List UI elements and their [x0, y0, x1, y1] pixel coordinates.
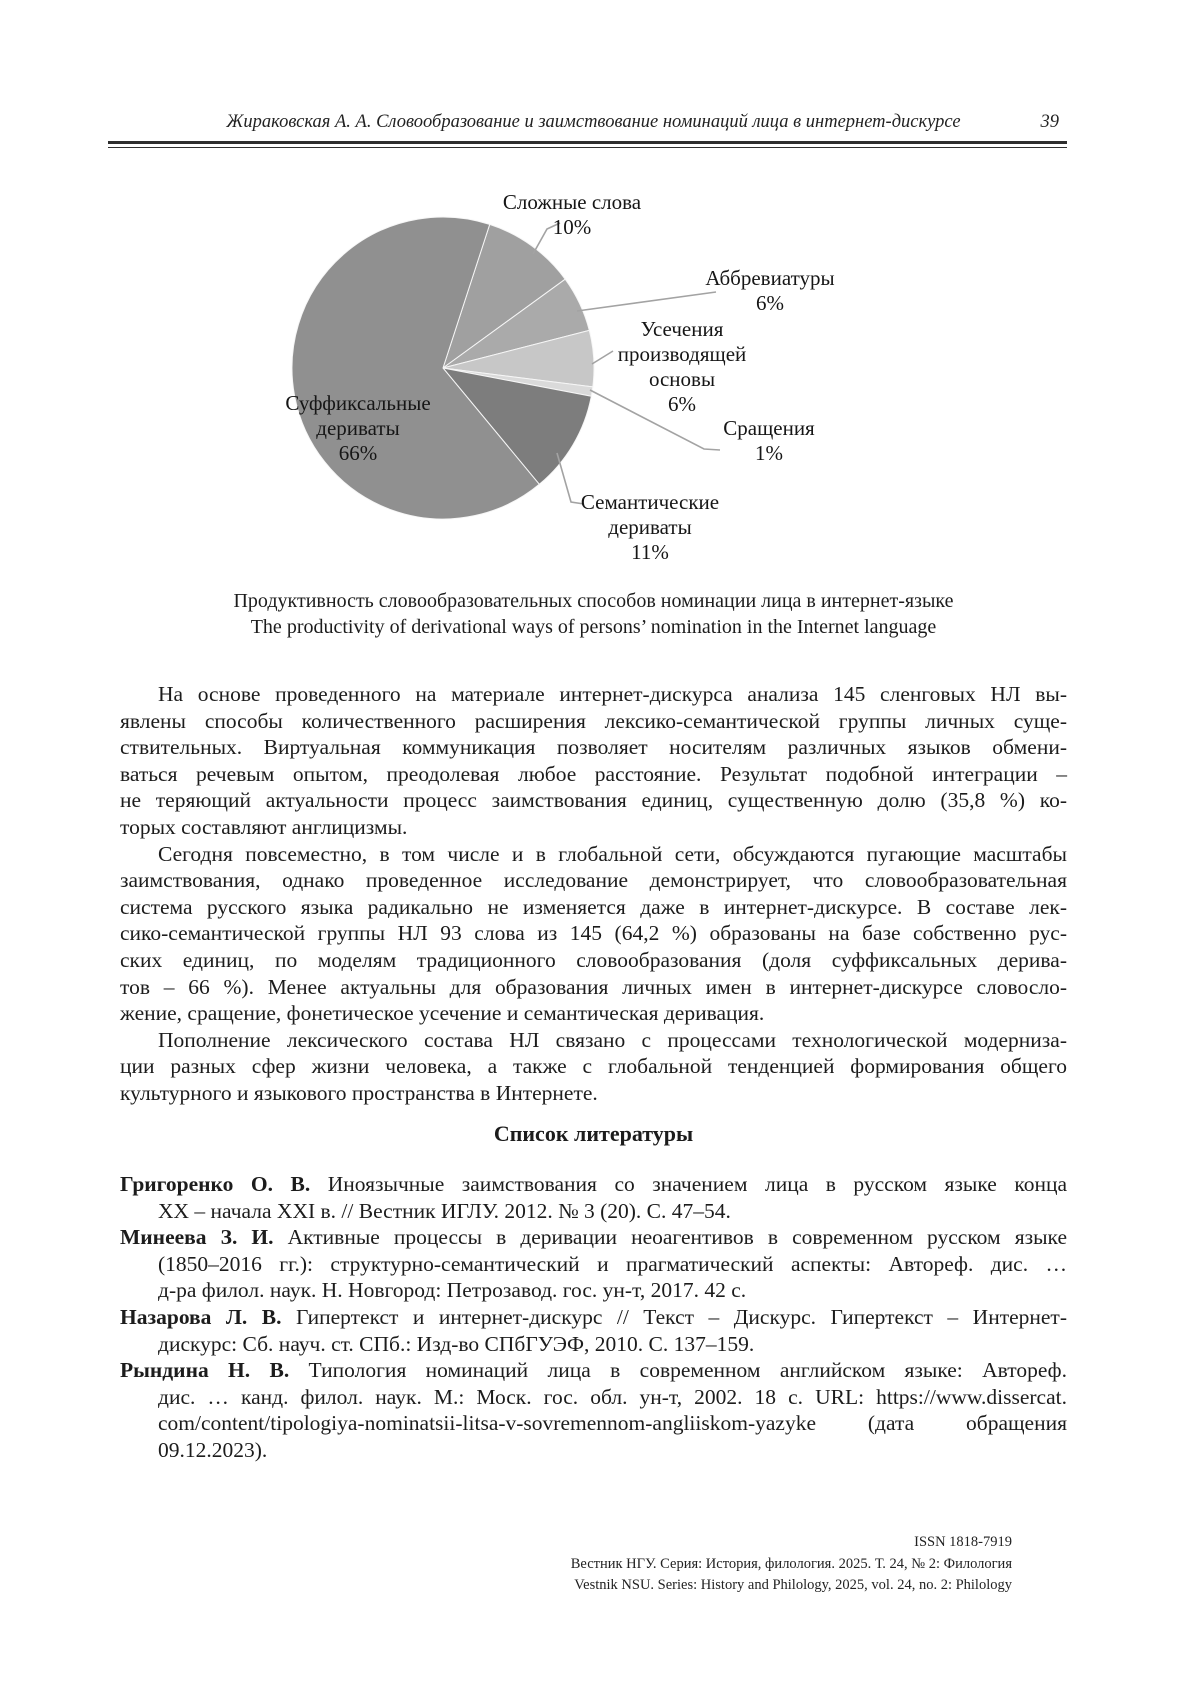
- pie-label-line: Сложные слова: [502, 190, 642, 214]
- reference-line: Григоренко О. В. Иноязычные заимствовани…: [120, 1172, 1067, 1196]
- body-text-line: жение, сращение, фонетическое усечение и…: [120, 1001, 765, 1026]
- page-footer: ISSN 1818-7919 Вестник НГУ. Серия: Истор…: [571, 1532, 1012, 1597]
- reference-author: Григоренко О. В.: [120, 1172, 311, 1196]
- reference-line: com/content/tipologiya-nominatsii-litsa-…: [158, 1411, 1067, 1436]
- body-text-line: Сегодня повсеместно, в том числе и в гло…: [158, 841, 1067, 866]
- header-rule-top: [108, 141, 1067, 144]
- pie-label-line: 10%: [552, 215, 592, 239]
- pie-label-line: 6%: [667, 392, 696, 416]
- header-rule-bottom: [108, 146, 1067, 148]
- leader-line: [576, 291, 717, 312]
- pie-label-line: основы: [648, 367, 716, 391]
- body-text-line: явлены способы количественного расширени…: [120, 708, 1067, 733]
- pie-label-line: Семантические: [580, 490, 720, 514]
- reference-line: дискурс: Сб. науч. ст. СПб.: Изд-во СПбГ…: [158, 1331, 755, 1356]
- pie-slice-суффиксальные-дериваты: [291, 216, 541, 520]
- reference-line: 09.12.2023).: [158, 1437, 268, 1462]
- reference-line: Минеева З. И. Активные процессы в дерива…: [120, 1225, 1067, 1250]
- body-text-line: тов – 66 %). Менее актуальны для образов…: [120, 974, 1067, 999]
- leader-line: [591, 350, 614, 365]
- pie-label-сложные-слова: Сложные слова 10%: [503, 190, 641, 240]
- pie-label-line: 66%: [338, 441, 378, 465]
- body-text-line: На основе проведенного на материале инте…: [158, 682, 1067, 706]
- article-body: На основе проведенного на материале инте…: [120, 681, 1067, 1107]
- pie-label-суффиксальные-дериваты: Суффиксальные дериваты 66%: [285, 391, 430, 466]
- footer-journal-ru: Вестник НГУ. Серия: История, филология. …: [570, 1555, 1012, 1572]
- figure-caption-ru: Продуктивность словообразовательных спос…: [233, 590, 954, 612]
- body-text-line: Пополнение лексического состава НЛ связа…: [158, 1027, 1067, 1052]
- figure-caption: Продуктивность словообразовательных спос…: [120, 588, 1067, 640]
- reference-line: д-ра филол. наук. Н. Новгород: Петрозаво…: [158, 1278, 747, 1303]
- pie-label-line: Сращения: [723, 416, 815, 440]
- pie-label-line: дериваты: [316, 416, 400, 440]
- reference-line: Рындина Н. В. Типология номинаций лица в…: [120, 1358, 1067, 1383]
- pie-slice-семантические-дериваты: [441, 367, 592, 486]
- pie-label-line: дериваты: [608, 515, 692, 539]
- reference-line: (1850–2016 гг.): структурно-семантически…: [158, 1251, 1067, 1276]
- reference-author: Минеева З. И.: [120, 1225, 274, 1250]
- pie-label-line: 1%: [755, 441, 783, 465]
- footer-issn: ISSN 1818-7919: [914, 1534, 1012, 1550]
- reference-line: ХХ – начала XXI в. // Вестник ИГЛУ. 2012…: [158, 1198, 731, 1223]
- body-text-line: не теряющий актуальности процесс заимств…: [120, 788, 1067, 813]
- body-text-line: сико-семантической группы НЛ 93 слова из…: [120, 921, 1067, 946]
- pie-label-семантические-дериваты: Семантические дериваты 11%: [581, 490, 719, 565]
- pie-label-усечения-производящей-основы: Усечения производящей основы 6%: [618, 317, 747, 417]
- pie-label-line: 11%: [631, 540, 669, 564]
- pie-slice-сращения: [442, 367, 594, 397]
- body-text-line: система русского языка радикально не изм…: [120, 894, 1067, 919]
- reference-line: дис. … канд. филол. наук. М.: Моск. гос.…: [158, 1384, 1067, 1409]
- pie-label-line: Усечения: [640, 317, 724, 341]
- body-text-line: культурного и языкового пространства в И…: [120, 1080, 598, 1105]
- pie-label-line: 6%: [755, 291, 784, 315]
- reference-line: Назарова Л. В. Гипертекст и интернет-дис…: [120, 1304, 1067, 1329]
- pie-label-line: Аббревиатуры: [705, 266, 835, 290]
- references-list: Григоренко О. В. Иноязычные заимствовани…: [120, 1171, 1067, 1464]
- pie-slice-аббревиатуры: [442, 278, 590, 369]
- pie-label-line: производящей: [617, 342, 747, 366]
- pie-slice-усечения-производящей-основы: [442, 329, 595, 388]
- pie-label-сращения: Сращения 1%: [723, 416, 814, 466]
- figure-caption-en: The productivity of derivational ways of…: [250, 616, 937, 638]
- footer-journal-en: Vestnik NSU. Series: History and Philolo…: [574, 1577, 1012, 1593]
- page-number: 39: [1040, 112, 1060, 132]
- pie-slice-сложные-слова: [442, 223, 566, 370]
- body-text-line: ских единиц, по моделям традиционного сл…: [120, 947, 1067, 972]
- pie-label-line: Суффиксальные: [285, 391, 431, 415]
- running-header: Жираковская А. А. Словообразование и заи…: [120, 112, 1067, 133]
- pie-label-аббревиатуры: Аббревиатуры 6%: [705, 266, 834, 316]
- body-text-line: ствительных. Виртуальная коммуникация по…: [120, 735, 1067, 760]
- references-heading: Список литературы: [493, 1121, 694, 1146]
- reference-author: Назарова Л. В.: [120, 1304, 282, 1329]
- body-text-line: заимствования, однако проведенное исслед…: [120, 868, 1067, 893]
- reference-author: Рындина Н. В.: [120, 1358, 290, 1383]
- body-text-line: торых составляют англицизмы.: [120, 814, 408, 839]
- body-text-line: ваться речевым опытом, преодолевая любое…: [120, 761, 1067, 786]
- body-text-line: ции разных сфер жизни человека, а также …: [120, 1054, 1067, 1079]
- running-title: Жираковская А. А. Словообразование и заи…: [226, 112, 961, 132]
